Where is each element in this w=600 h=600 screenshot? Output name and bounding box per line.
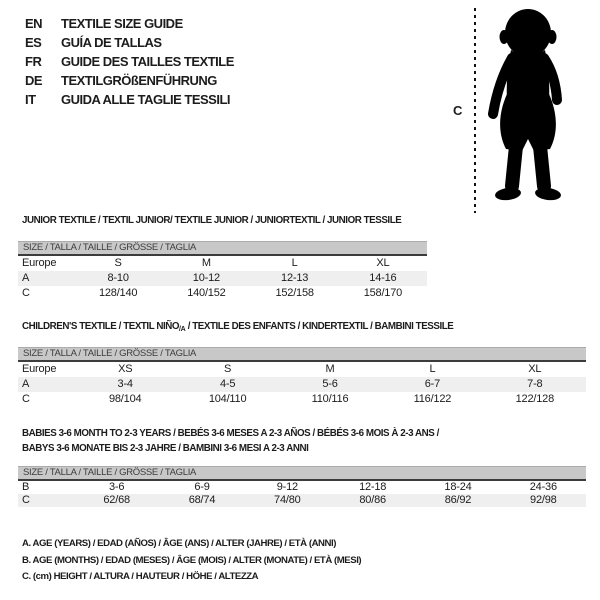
table-cell: 6-7 [424, 378, 441, 390]
region-header-cell: Europe [22, 257, 57, 269]
section-title-text: / TEXTILE DES ENFANTS / KINDERTEXTIL / B… [185, 321, 454, 332]
footnote-c: C. (cm) HEIGHT / ALTURA / HAUTEUR / HÖHE… [22, 571, 259, 582]
table-cell: 3-6 [109, 481, 125, 493]
language-row-de: DE TEXTILGRÖßENFÜHRUNG [25, 71, 234, 90]
table-cell: 24-36 [529, 481, 557, 493]
footnote-a: A. AGE (YEARS) / EDAD (AÑOS) / ÂGE (ANS)… [22, 538, 336, 549]
table-cell: 14-16 [369, 272, 397, 284]
row-label: C [22, 287, 30, 299]
table-cell: 152/158 [275, 287, 314, 299]
size-header-cell: S [224, 363, 232, 375]
table-cell: 18-24 [444, 481, 472, 493]
table-cell: 140/152 [187, 287, 226, 299]
babies-size-table: SIZE / TALLA / TAILLE / GRÖSSE / TAGLIA … [18, 466, 586, 507]
size-header-cell: XL [528, 363, 542, 375]
height-measure-label: C [453, 103, 463, 118]
table-row-age: A 3-4 4-5 5-6 6-7 7-8 [18, 377, 586, 392]
table-cell: 74/80 [274, 494, 301, 506]
table-cell: 116/122 [413, 393, 452, 405]
table-cell: 12-13 [281, 272, 309, 284]
size-header-bar: SIZE / TALLA / TAILLE / GRÖSSE / TAGLIA [18, 466, 586, 481]
section-title-junior: JUNIOR TEXTILE / TEXTIL JUNIOR/ TEXTILE … [22, 215, 402, 226]
row-label: C [22, 393, 30, 405]
language-code: ES [25, 35, 42, 50]
language-code: IT [25, 92, 36, 107]
table-cell: 110/116 [311, 393, 349, 405]
language-row-it: IT GUIDA ALLE TAGLIE TESSILI [25, 90, 234, 109]
section-title-subscript: /A [179, 326, 186, 333]
table-cell: 80/86 [359, 494, 386, 506]
size-header-cell: S [114, 257, 122, 269]
table-header-row: Europe S M L XL [18, 256, 427, 271]
language-label: TEXTILE SIZE GUIDE [61, 16, 183, 31]
table-cell: 98/104 [108, 393, 142, 405]
size-header-bar: SIZE / TALLA / TAILLE / GRÖSSE / TAGLIA [18, 241, 427, 256]
language-code: EN [25, 16, 43, 31]
height-dotted-line [474, 8, 476, 213]
baby-silhouette-icon [488, 9, 562, 201]
table-cell: 122/128 [515, 393, 555, 405]
section-title-babies: BABIES 3-6 MONTH TO 2-3 YEARS / BEBÉS 3-… [22, 426, 439, 456]
table-cell: 5-6 [322, 378, 338, 390]
size-header-bar: SIZE / TALLA / TAILLE / GRÖSSE / TAGLIA [18, 347, 586, 362]
language-label: GUÍA DE TALLAS [61, 35, 162, 50]
language-row-en: EN TEXTILE SIZE GUIDE [25, 14, 234, 33]
size-header-cell: M [201, 257, 211, 269]
language-code: FR [25, 54, 42, 69]
footnotes: A. AGE (YEARS) / EDAD (AÑOS) / ÂGE (ANS)… [22, 536, 362, 586]
table-cell: 7-8 [527, 378, 543, 390]
row-label: B [22, 481, 30, 493]
table-cell: 8-10 [107, 272, 129, 284]
size-header-cell: XS [118, 363, 133, 375]
language-label: GUIDA ALLE TAGLIE TESSILI [61, 92, 231, 107]
table-row-height: C 62/68 68/74 74/80 80/86 86/92 92/98 [18, 494, 586, 507]
table-cell: 9-12 [276, 481, 298, 493]
table-cell: 92/98 [530, 494, 557, 506]
section-title-text: CHILDREN'S TEXTILE / TEXTIL NIÑO [22, 321, 180, 332]
table-cell: 3-4 [117, 378, 134, 390]
table-cell: 86/92 [444, 494, 472, 506]
table-row-height: C 98/104 104/110 110/116 116/122 122/128 [18, 392, 586, 407]
table-cell: 158/170 [363, 287, 403, 299]
footnote-b: B. AGE (MONTHS) / EDAD (MESES) / ÂGE (MO… [22, 554, 362, 566]
table-row-age-months: B 3-6 6-9 9-12 12-18 18-24 24-36 [18, 481, 586, 494]
table-cell: 128/140 [98, 287, 138, 299]
size-header-cell: XL [376, 257, 390, 269]
table-cell: 12-18 [359, 481, 387, 493]
size-header-cell: M [325, 363, 335, 375]
row-label: A [22, 272, 30, 284]
language-code: DE [25, 73, 43, 88]
table-cell: 6-9 [194, 481, 210, 493]
table-cell: 10-12 [192, 272, 220, 284]
region-header-cell: Europe [22, 363, 57, 375]
section-title-line: BABYS 3-6 MONATE BIS 2-3 JAHRE / BAMBINI… [22, 443, 309, 454]
language-label: TEXTILGRÖßENFÜHRUNG [61, 73, 217, 88]
section-title-children: CHILDREN'S TEXTILE / TEXTIL NIÑO/A / TEX… [22, 321, 454, 333]
table-header-row: Europe XS S M L XL [18, 362, 586, 377]
table-cell: 68/74 [188, 494, 216, 506]
language-row-fr: FR GUIDE DES TAILLES TEXTILE [25, 52, 234, 71]
section-title-line: BABIES 3-6 MONTH TO 2-3 YEARS / BEBÉS 3-… [22, 428, 439, 439]
table-row-height: C 128/140 140/152 152/158 158/170 [18, 286, 427, 301]
size-header-cell: L [291, 257, 298, 269]
row-label: C [22, 494, 30, 506]
table-cell: 104/110 [208, 393, 247, 405]
language-list: EN TEXTILE SIZE GUIDE ES GUÍA DE TALLAS … [25, 14, 234, 109]
table-row-age: A 8-10 10-12 12-13 14-16 [18, 271, 427, 286]
table-cell: 62/68 [103, 494, 130, 506]
language-row-es: ES GUÍA DE TALLAS [25, 33, 234, 52]
row-label: A [22, 378, 30, 390]
size-header-cell: L [429, 363, 436, 375]
table-cell: 4-5 [219, 378, 236, 390]
junior-size-table: SIZE / TALLA / TAILLE / GRÖSSE / TAGLIA … [18, 241, 427, 301]
language-label: GUIDE DES TAILLES TEXTILE [61, 54, 234, 69]
children-size-table: SIZE / TALLA / TAILLE / GRÖSSE / TAGLIA … [18, 347, 586, 407]
